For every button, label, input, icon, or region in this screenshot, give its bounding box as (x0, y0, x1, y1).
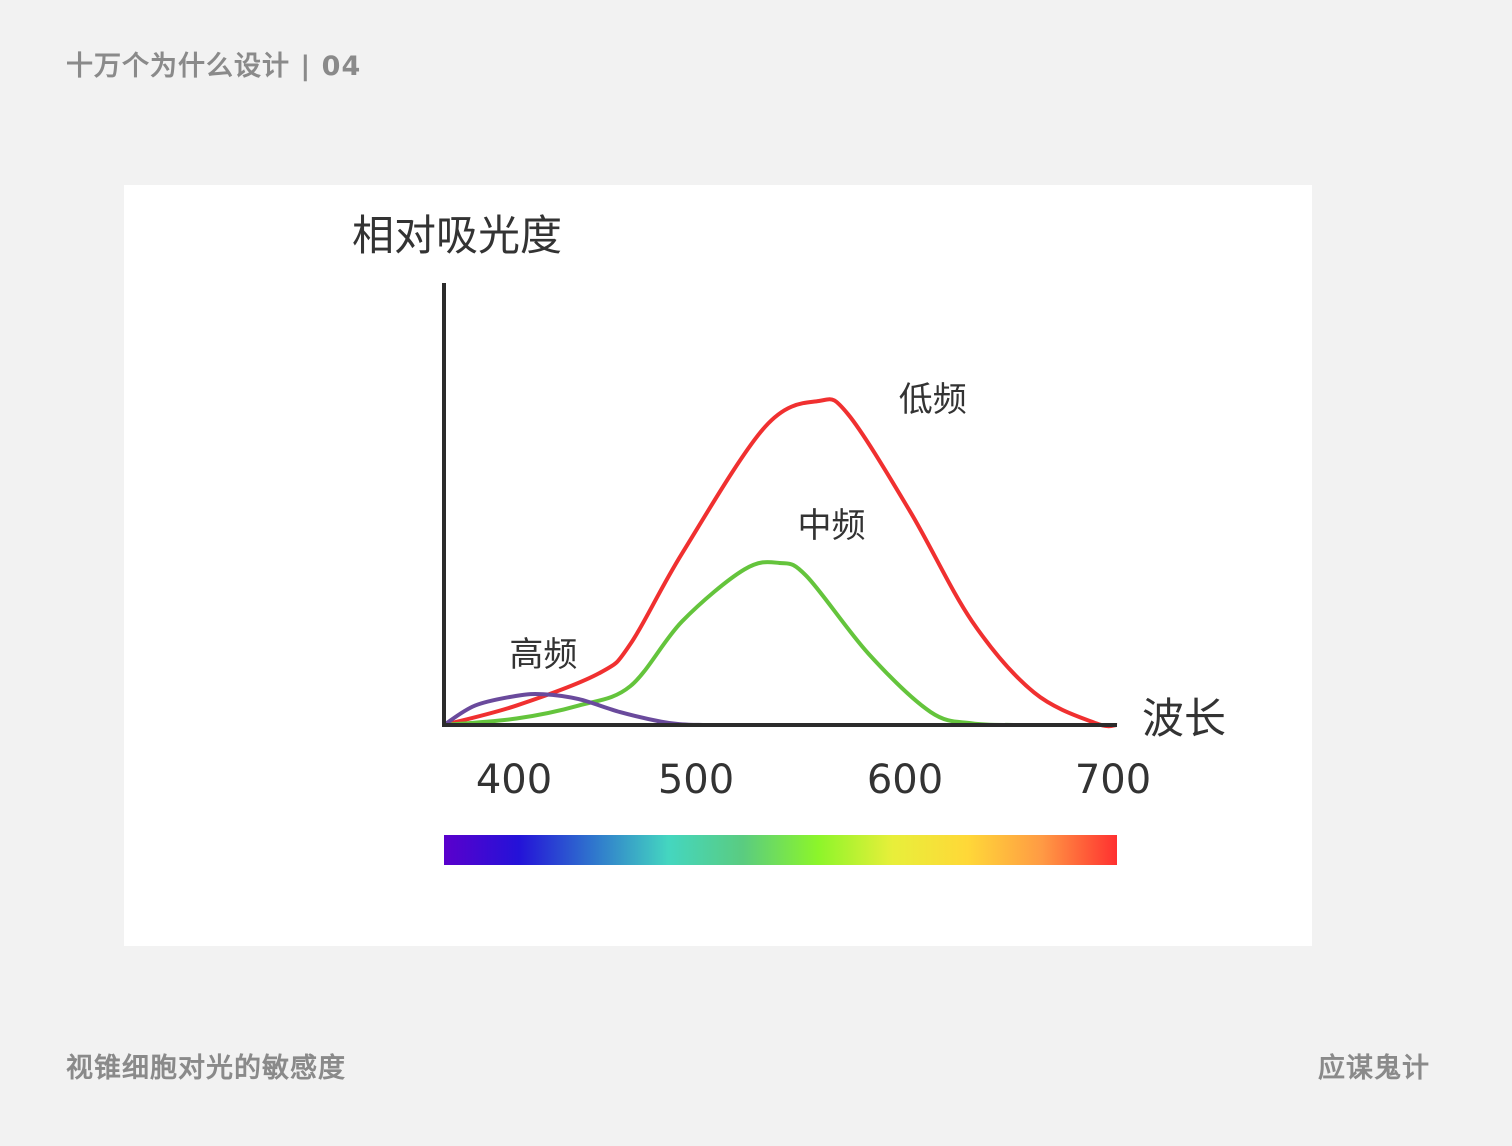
series-line-1 (443, 397, 1118, 729)
wavelength-spectrum-bar (444, 835, 1117, 865)
y-axis-label: 相对吸光度 (352, 211, 562, 260)
series-label-3: 高频 (509, 635, 577, 675)
series-line-2 (443, 560, 1014, 727)
footer-caption: 视锥细胞对光的敏感度 (66, 1053, 346, 1084)
page-header-title: 十万个为什么设计 | 04 (66, 51, 362, 82)
x-axis-label: 波长 (1142, 694, 1226, 743)
series-curves (442, 397, 1118, 729)
chart-card: 相对吸光度 波长 400 500 600 700 低频中频高频 (124, 185, 1312, 946)
x-tick-labels: 400 500 600 700 (476, 757, 1151, 803)
x-tick-label: 500 (658, 757, 734, 803)
series-label-1: 低频 (899, 380, 967, 420)
series-label-2: 中频 (797, 506, 865, 546)
footer-brand: 应谋鬼计 (1318, 1053, 1430, 1084)
x-tick-label: 600 (867, 757, 943, 803)
x-tick-label: 400 (476, 757, 552, 803)
axes (442, 283, 1117, 727)
x-tick-label: 700 (1075, 757, 1151, 803)
